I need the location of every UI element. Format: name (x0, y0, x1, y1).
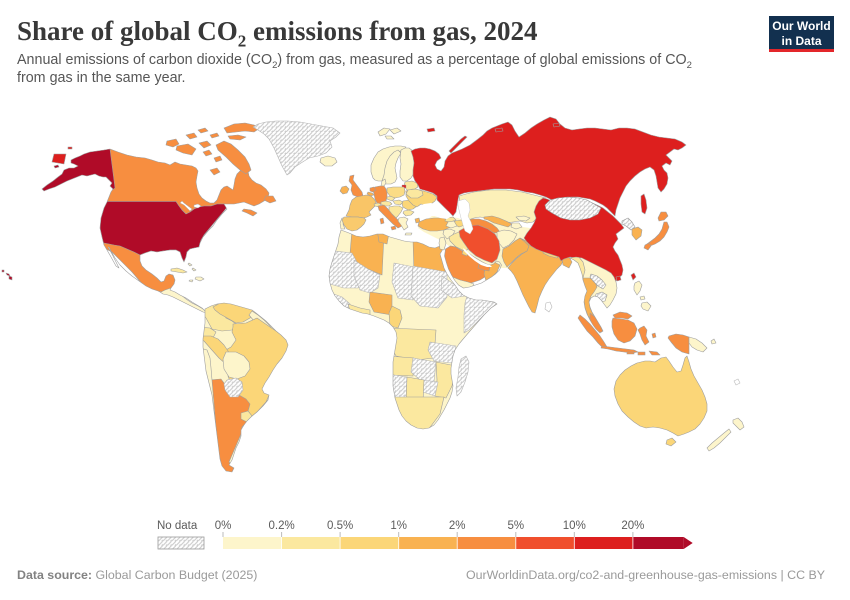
svg-text:5%: 5% (507, 520, 524, 532)
svg-text:0%: 0% (215, 520, 232, 532)
svg-text:2%: 2% (449, 520, 466, 532)
svg-text:0.2%: 0.2% (268, 520, 294, 532)
svg-text:20%: 20% (621, 520, 644, 532)
svg-text:0.5%: 0.5% (327, 520, 353, 532)
svg-text:1%: 1% (390, 520, 407, 532)
svg-text:10%: 10% (563, 520, 586, 532)
svg-text:No data: No data (157, 520, 198, 532)
